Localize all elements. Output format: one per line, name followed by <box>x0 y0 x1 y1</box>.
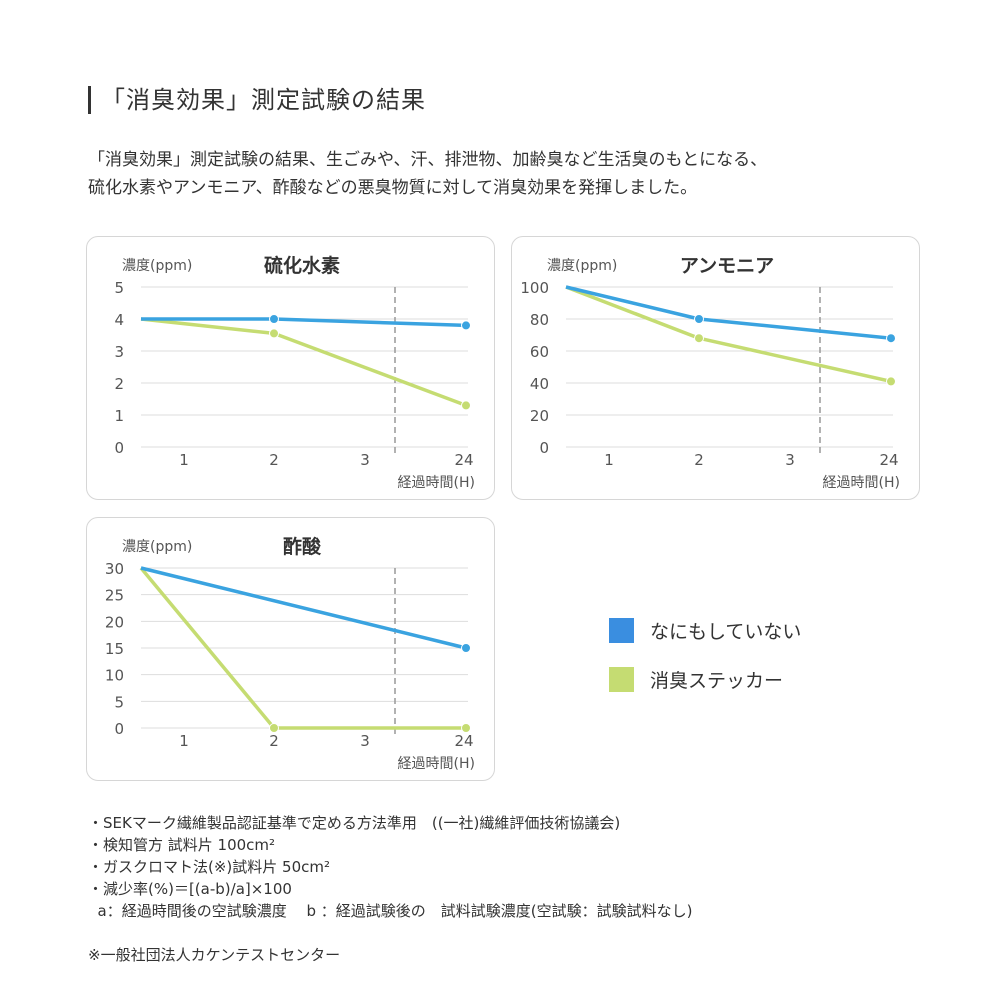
series-line-sticker <box>140 317 467 408</box>
chart-svg: 濃度(ppm) 酢酸 0 5 10 15 20 25 30 1 2 3 24 経過時間(H) <box>105 535 475 772</box>
chart-title: アンモニア <box>680 255 774 277</box>
y-tick-label: 3 <box>114 343 124 361</box>
legend-swatch <box>609 667 634 692</box>
x-axis-label: 経過時間(H) <box>398 756 475 772</box>
note-line: ・SEKマーク繊維製品認証基準で定める方法準用 ((一社)繊維評価技術協議会) <box>88 814 621 832</box>
y-tick-label: 5 <box>114 279 124 297</box>
chart-svg: 濃度(ppm) 硫化水素 0 1 2 3 4 5 1 2 3 24 経過時間(H) <box>114 254 475 491</box>
data-point-sticker <box>269 328 279 339</box>
notes: ・SEKマーク繊維製品認証基準で定める方法準用 ((一社)繊維評価技術協議会) … <box>88 812 693 966</box>
data-point-sticker <box>461 400 471 411</box>
y-tick-label: 60 <box>530 343 549 361</box>
note-line: a：経過時間後の空試験濃度 b ：経過試験後の 試料試験濃度(空試験：試験試料な… <box>88 902 693 920</box>
legend-swatch <box>609 618 634 643</box>
y-tick-label: 40 <box>530 375 549 393</box>
y-tick-label: 2 <box>114 375 124 393</box>
y-tick-label: 0 <box>114 439 124 457</box>
legend-label: なにもしていない <box>650 621 802 643</box>
y-tick-label: 20 <box>105 613 124 631</box>
data-point-none <box>461 320 471 331</box>
y-tick-label: 20 <box>530 407 549 425</box>
y-tick-label: 4 <box>114 311 124 329</box>
y-tick-label: 80 <box>530 311 549 329</box>
intro-text: 「消臭効果」測定試験の結果、生ごみや、汗、排泄物、加齢臭など生活臭のもとになる、… <box>88 146 948 202</box>
y-tick-label: 0 <box>539 439 549 457</box>
data-point-sticker <box>269 723 279 733</box>
y-axis-label: 濃度(ppm) <box>547 258 617 274</box>
y-axis-label: 濃度(ppm) <box>122 258 192 274</box>
y-tick-label: 100 <box>520 279 549 297</box>
chart-title: 酢酸 <box>283 535 322 558</box>
y-tick-label: 30 <box>105 560 124 578</box>
x-tick-label: 3 <box>360 451 370 469</box>
data-point-sticker <box>886 376 896 387</box>
y-axis-label: 濃度(ppm) <box>122 539 192 555</box>
data-point-sticker <box>694 333 704 344</box>
x-axis-label: 経過時間(H) <box>398 475 475 491</box>
y-tick-label: 0 <box>114 720 124 738</box>
intro-line: 硫化水素やアンモニア、酢酸などの悪臭物質に対して消臭効果を発揮しました。 <box>88 178 698 198</box>
data-point-none <box>269 314 279 324</box>
x-tick-label: 1 <box>604 451 614 469</box>
x-tick-label: 2 <box>269 732 279 750</box>
chart-title: 硫化水素 <box>264 254 340 277</box>
note-line: ・検知管方 試料片 100cm² <box>88 836 276 854</box>
data-point-none <box>461 643 471 653</box>
x-tick-label: 3 <box>360 732 370 750</box>
note-line <box>88 922 693 944</box>
note-line: ・減少率(%)＝[(a-b)/a]×100 <box>88 880 292 898</box>
series-line-none <box>565 285 892 340</box>
page-title: 「消臭効果」測定試験の結果 <box>88 86 426 114</box>
x-tick-label: 1 <box>179 732 189 750</box>
legend-item-sticker: 消臭ステッカー <box>609 666 783 693</box>
y-tick-label: 10 <box>105 667 124 685</box>
x-axis-label: 経過時間(H) <box>823 475 900 491</box>
y-tick-label: 1 <box>114 407 124 425</box>
data-point-sticker <box>461 723 471 733</box>
note-line: ※一般社団法人カケンテストセンター <box>88 946 341 964</box>
series-line-none <box>140 566 467 650</box>
x-tick-label: 1 <box>179 451 189 469</box>
data-point-none <box>886 333 896 344</box>
x-tick-label: 2 <box>694 451 704 469</box>
chart-card-hydrogen-sulfide: 濃度(ppm) 硫化水素 0 1 2 3 4 5 1 2 3 24 経過時間(H) <box>86 236 495 500</box>
y-tick-label: 15 <box>105 640 124 658</box>
x-tick-label: 24 <box>454 732 473 750</box>
y-tick-label: 5 <box>114 693 124 711</box>
chart-svg: 濃度(ppm) アンモニア 0 20 40 60 80 100 1 2 3 24 経過時間(H) <box>520 255 900 491</box>
intro-line: 「消臭効果」測定試験の結果、生ごみや、汗、排泄物、加齢臭など生活臭のもとになる、 <box>88 150 768 170</box>
data-point-none <box>694 314 704 324</box>
y-tick-label: 25 <box>105 587 124 605</box>
x-tick-label: 2 <box>269 451 279 469</box>
legend-label: 消臭ステッカー <box>650 670 784 692</box>
legend-item-none: なにもしていない <box>609 617 801 644</box>
x-tick-label: 24 <box>879 451 898 469</box>
chart-card-acetic-acid: 濃度(ppm) 酢酸 0 5 10 15 20 25 30 1 2 3 24 経過時間(H) <box>86 517 495 781</box>
chart-card-ammonia: 濃度(ppm) アンモニア 0 20 40 60 80 100 1 2 3 24 経過時間(H) <box>511 236 920 500</box>
x-tick-label: 3 <box>785 451 795 469</box>
x-tick-label: 24 <box>454 451 473 469</box>
note-line: ・ガスクロマト法(※)試料片 50cm² <box>88 858 331 876</box>
